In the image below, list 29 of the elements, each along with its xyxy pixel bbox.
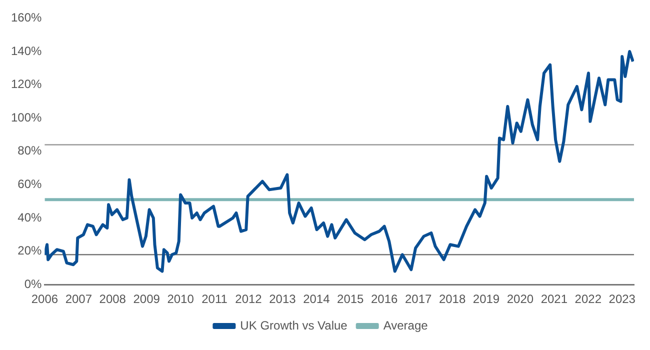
- x-tick-label: 2011: [202, 292, 228, 306]
- x-tick-label: 2009: [133, 292, 160, 306]
- x-tick-label: 2006: [31, 292, 58, 306]
- x-tick-label: 2023: [608, 292, 636, 306]
- y-tick-label: 160%: [10, 10, 42, 25]
- x-tick-label: 2013: [269, 292, 296, 306]
- x-tick-label: 2012: [235, 292, 262, 306]
- x-tick-label: 2017: [404, 292, 432, 306]
- x-tick-label: 2010: [167, 292, 194, 306]
- y-tick-label: 100%: [10, 110, 42, 124]
- legend-label: UK Growth vs Value: [240, 318, 348, 332]
- x-tick-label: 2021: [540, 292, 568, 306]
- y-tick-label: 60%: [18, 177, 42, 192]
- legend-label: Average: [383, 318, 428, 332]
- y-tick-label: 0%: [24, 276, 42, 291]
- x-tick-label: 2018: [438, 292, 466, 306]
- y-tick-label: 20%: [18, 244, 42, 258]
- y-tick-label: 140%: [10, 44, 42, 58]
- y-tick-label: 120%: [10, 77, 42, 92]
- x-tick-label: 2019: [472, 292, 500, 306]
- y-tick-label: 80%: [18, 144, 42, 158]
- x-tick-label: 2014: [303, 292, 330, 306]
- x-tick-label: 2007: [65, 292, 92, 306]
- x-tick-label: 2016: [371, 292, 398, 306]
- x-tick-label: 2015: [337, 292, 364, 306]
- y-tick-label: 40%: [18, 210, 42, 224]
- x-tick-label: 2008: [99, 292, 126, 306]
- x-tick-label: 2020: [506, 292, 534, 306]
- x-tick-label: 2022: [574, 292, 602, 306]
